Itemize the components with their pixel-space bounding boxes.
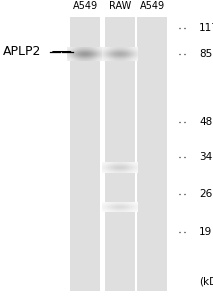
Text: A549: A549 [140,2,165,11]
Text: 26: 26 [199,189,212,200]
Bar [137,16,167,291]
Text: APLP2: APLP2 [3,45,42,58]
Text: 34: 34 [199,152,212,162]
Bar [105,16,135,291]
Text: 117: 117 [199,23,213,33]
Text: 85: 85 [199,49,212,59]
Text: RAW: RAW [109,2,131,11]
Text: (kD): (kD) [199,276,213,286]
Text: A549: A549 [73,2,98,11]
Text: 19: 19 [199,226,212,237]
Text: 48: 48 [199,117,212,128]
Bar [70,16,100,291]
